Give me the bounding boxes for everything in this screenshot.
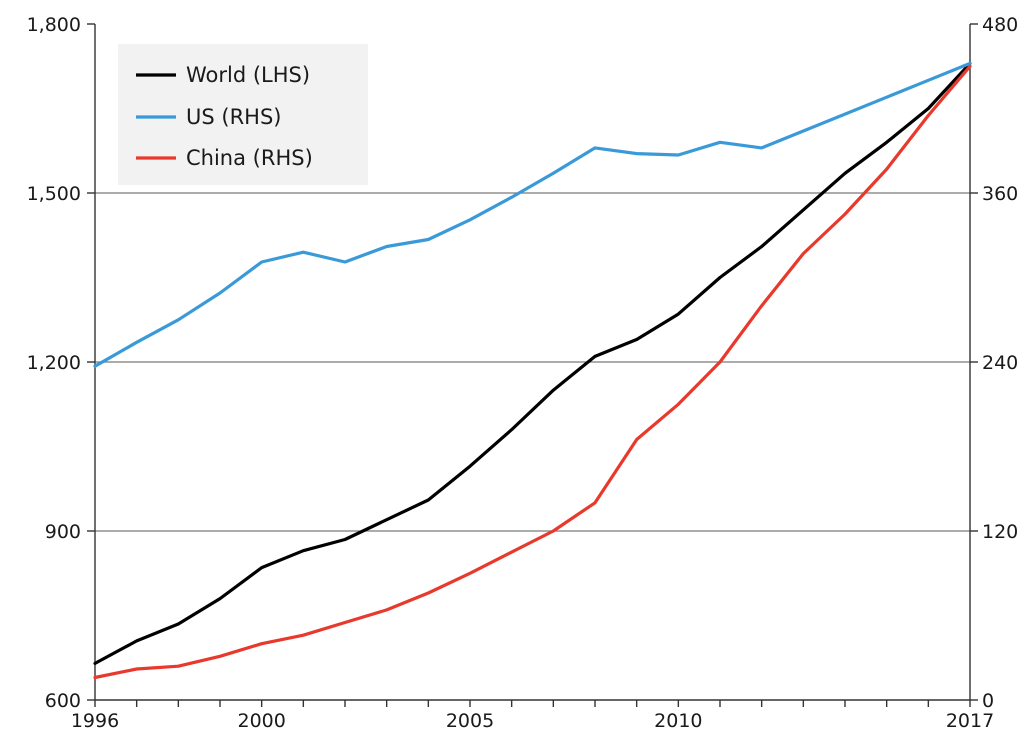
series-lines: [93, 61, 972, 680]
legend-background: [118, 44, 368, 185]
right-y-tick-label: 0: [982, 690, 994, 712]
right-y-tick-label: 480: [982, 14, 1018, 36]
legend-label-world: World (LHS): [186, 63, 310, 87]
right-y-tick-label: 360: [982, 183, 1018, 205]
left-y-tick-label: 1,200: [27, 352, 81, 374]
legend-label-china: China (RHS): [186, 146, 313, 170]
legend-label-us: US (RHS): [186, 105, 281, 129]
gridlines: [95, 192, 970, 532]
legend: World (LHS) US (RHS) China (RHS): [118, 44, 368, 185]
legend-entry-us: US (RHS): [136, 105, 281, 129]
legend-entry-world: World (LHS): [136, 63, 310, 87]
x-tick-label: 2010: [654, 710, 702, 732]
axes: 600 900 1,200 1,500 1,800 0 120 240 360 480 1996 20…: [27, 14, 1019, 732]
left-y-tick-label: 900: [45, 521, 81, 543]
left-y-tick-label: 600: [45, 690, 81, 712]
x-tick-label: 2000: [237, 710, 285, 732]
legend-entry-china: China (RHS): [136, 146, 313, 170]
right-y-tick-label: 240: [982, 352, 1018, 374]
left-y-tick-label: 1,800: [27, 14, 81, 36]
series-line-1: [93, 61, 972, 368]
x-tick-label: 2017: [946, 710, 994, 732]
series-line-0: [93, 61, 972, 666]
left-y-tick-label: 1,500: [27, 183, 81, 205]
right-y-tick-label: 120: [982, 521, 1018, 543]
x-tick-label: 2005: [446, 710, 494, 732]
x-tick-label: 1996: [71, 710, 119, 732]
series-line-2: [93, 64, 972, 680]
